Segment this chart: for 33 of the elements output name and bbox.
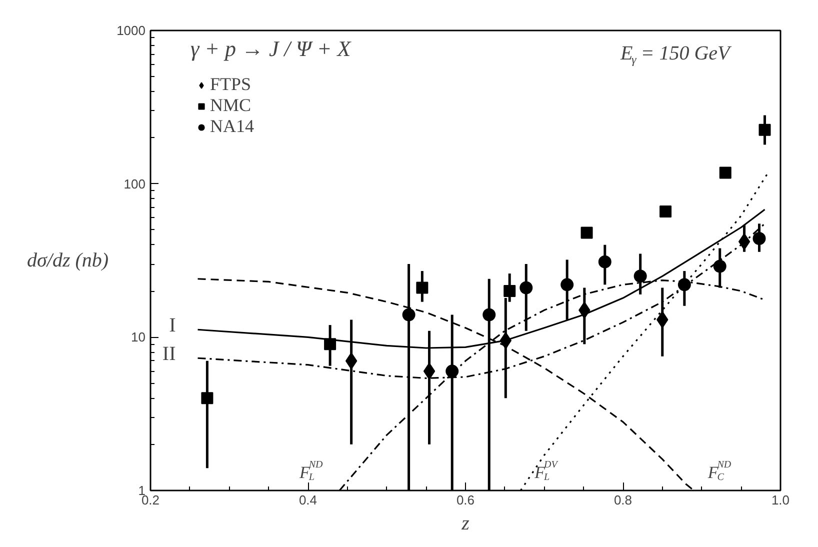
point xyxy=(345,352,358,370)
point xyxy=(560,278,574,292)
point xyxy=(738,233,750,250)
annotation: II xyxy=(162,343,176,366)
point xyxy=(520,281,533,294)
legend-label: NMC xyxy=(210,95,252,116)
point xyxy=(201,392,214,404)
point xyxy=(402,308,416,322)
legend-label: FTPS xyxy=(210,74,252,95)
x-axis-title: z xyxy=(460,512,470,534)
y-tick-label: 10 xyxy=(131,330,146,345)
point xyxy=(752,232,766,245)
point xyxy=(482,308,496,322)
point xyxy=(598,255,612,268)
y-tick-label: 100 xyxy=(124,176,146,192)
x-tick-label: 1.0 xyxy=(771,492,790,508)
point xyxy=(423,362,436,380)
point xyxy=(504,285,516,298)
point xyxy=(634,270,647,283)
point xyxy=(713,260,726,273)
point xyxy=(416,282,428,294)
point xyxy=(758,124,771,136)
y-tick-label: 1000 xyxy=(116,23,146,38)
x-tick-label: 0.4 xyxy=(298,492,318,508)
point xyxy=(660,206,672,218)
point xyxy=(580,226,593,239)
point xyxy=(719,166,732,179)
annotation: I xyxy=(169,314,176,337)
legend-label: NA14 xyxy=(210,116,254,137)
y-axis-title: dσ/dz (nb) xyxy=(27,250,109,272)
x-tick-label: 0.6 xyxy=(456,492,475,508)
annotation: γ + p → J / Ψ + X xyxy=(190,36,352,61)
x-tick-label: 0.8 xyxy=(614,492,632,508)
